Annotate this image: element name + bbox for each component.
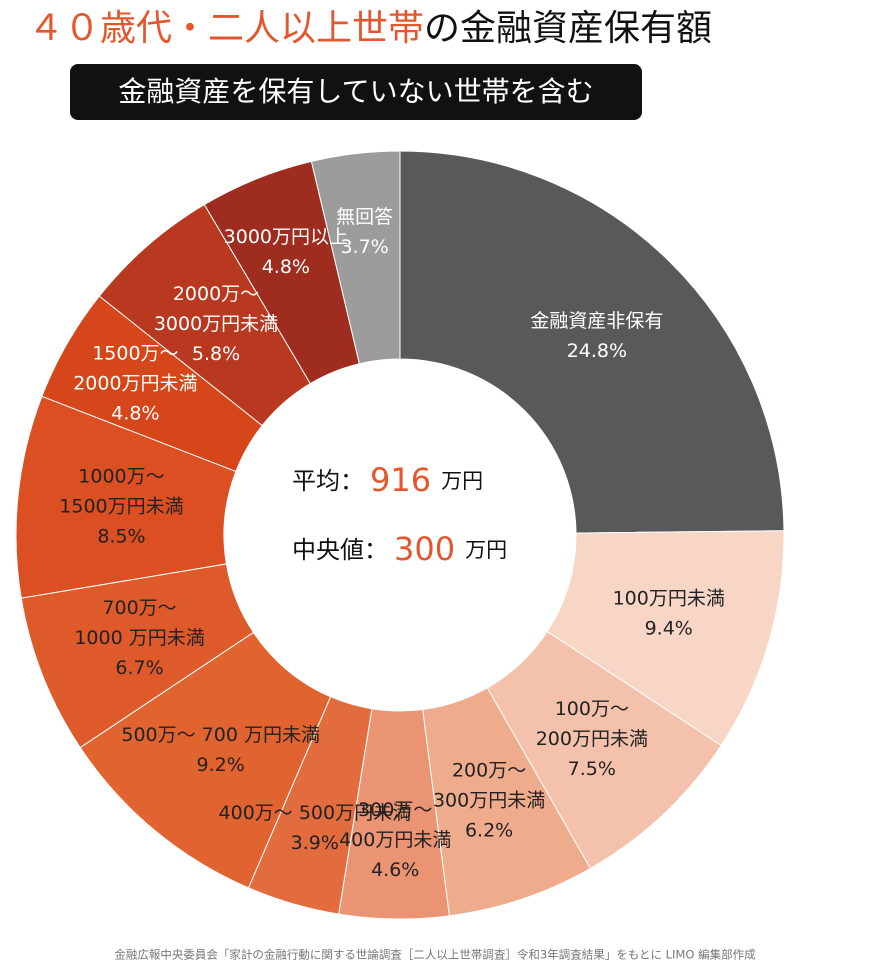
value-label: 9.2% bbox=[197, 754, 245, 776]
value-label: 24.8% bbox=[567, 339, 627, 361]
category-label: 無回答 bbox=[336, 206, 393, 228]
donut-slice bbox=[399, 150, 785, 534]
value-label: 6.2% bbox=[465, 819, 513, 841]
slice-label: 1000万～ 1500万円未満 8.5% bbox=[59, 465, 183, 547]
category-label: 1500万～ bbox=[92, 342, 178, 364]
category-label: 2000万～ bbox=[173, 282, 259, 304]
median-value: 300 bbox=[394, 530, 455, 568]
slice-label: 1500万～ 2000万円未満 4.8% bbox=[73, 342, 197, 424]
value-label: 4.8% bbox=[111, 402, 159, 424]
category-label: 金融資産非保有 bbox=[530, 309, 663, 331]
value-label: 8.5% bbox=[97, 525, 145, 547]
subtitle-box bbox=[70, 64, 642, 120]
category-label: 700万～ bbox=[102, 596, 176, 618]
category-label: 200万円未満 bbox=[536, 727, 648, 749]
category-label: 2000万円未満 bbox=[73, 372, 197, 394]
value-label: 3.7% bbox=[340, 236, 388, 258]
slice-label: 700万～ 1000 万円未満 6.7% bbox=[74, 596, 204, 678]
slice-label: 3000万円以上 4.8% bbox=[224, 226, 348, 278]
slice-label: 300万～ 400万円未満 4.6% bbox=[339, 798, 451, 880]
source-note: 金融広報中央委員会「家計の金融行動に関する世論調査［二人以上世帯調査］令和3年調… bbox=[114, 948, 756, 962]
category-label: 300万～ bbox=[358, 798, 432, 820]
mean-unit: 万円 bbox=[441, 469, 483, 493]
value-label: 3.9% bbox=[291, 831, 339, 853]
median-text: 中央値： 300 万円 bbox=[292, 530, 507, 568]
value-label: 4.6% bbox=[371, 858, 419, 880]
category-label: 1000 万円未満 bbox=[74, 626, 204, 648]
category-label: 1500万円未満 bbox=[59, 495, 183, 517]
category-label: 300万円未満 bbox=[433, 789, 545, 811]
slice-label: 無回答 3.7% bbox=[336, 206, 393, 258]
chart-title: ４０歳代・二人以上世帯の金融資産保有額 bbox=[28, 8, 712, 49]
median-unit: 万円 bbox=[465, 538, 507, 562]
slice-label: 100万円未満 9.4% bbox=[613, 587, 725, 639]
category-label: 200万～ bbox=[452, 759, 526, 781]
value-label: 9.4% bbox=[645, 617, 693, 639]
category-label: 500万～ 700 万円未満 bbox=[121, 724, 320, 746]
value-label: 7.5% bbox=[568, 757, 616, 779]
mean-value: 916 bbox=[370, 461, 431, 499]
median-label: 中央値： bbox=[292, 536, 388, 564]
subtitle: 金融資産を保有していない世帯を含む bbox=[118, 75, 593, 108]
category-label: 3000万円以上 bbox=[224, 226, 348, 248]
category-label: 100万円未満 bbox=[613, 587, 725, 609]
slice-label: 100万～ 200万円未満 7.5% bbox=[536, 697, 648, 779]
value-label: 4.8% bbox=[262, 256, 310, 278]
category-label: 400万円未満 bbox=[339, 828, 451, 850]
slice-label: 200万～ 300万円未満 6.2% bbox=[433, 759, 545, 841]
category-label: 400万～ 500万円未満 bbox=[219, 801, 412, 823]
mean-label: 平均： bbox=[292, 467, 364, 495]
category-label: 1000万～ bbox=[78, 465, 164, 487]
donut-slice bbox=[310, 150, 401, 365]
title-highlight: ４０歳代・二人以上世帯 bbox=[28, 8, 424, 49]
slice-label: 金融資産非保有 24.8% bbox=[530, 309, 663, 361]
category-label: 100万～ bbox=[555, 697, 629, 719]
category-label: 3000万円未満 bbox=[154, 312, 278, 334]
slice-label: 2000万～ 3000万円未満 5.8% bbox=[154, 282, 278, 364]
title-rest: の金融資産保有額 bbox=[424, 8, 712, 49]
slice-label: 400万～ 500万円未満 3.9% bbox=[219, 801, 412, 853]
slice-label: 500万～ 700 万円未満 9.2% bbox=[121, 724, 320, 776]
mean-text: 平均： 916 万円 bbox=[292, 461, 483, 499]
value-label: 6.7% bbox=[115, 656, 163, 678]
value-label: 5.8% bbox=[192, 342, 240, 364]
